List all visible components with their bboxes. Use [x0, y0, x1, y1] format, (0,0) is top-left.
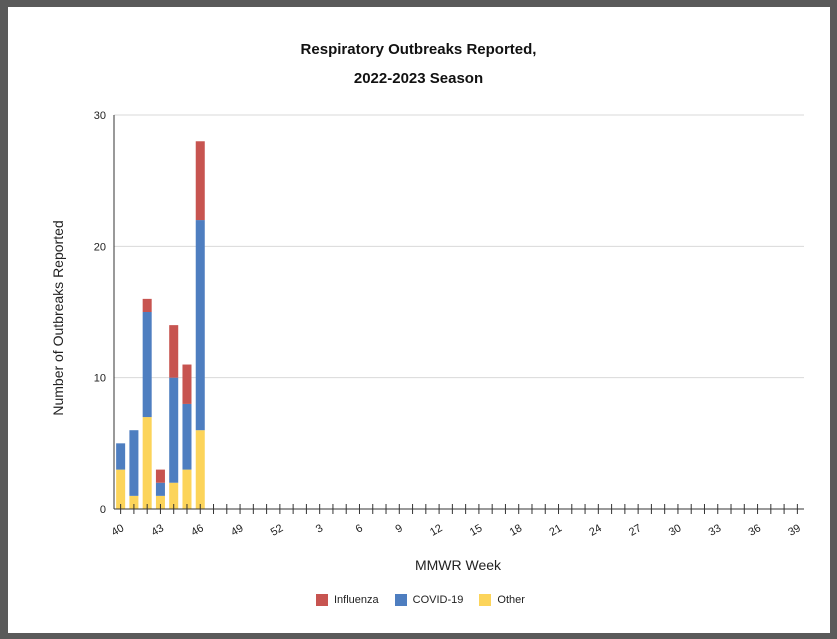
legend-swatch [394, 594, 407, 606]
y-tick-label: 10 [94, 373, 106, 385]
x-tick-label: 43 [149, 522, 166, 539]
x-tick-label: 9 [393, 522, 404, 535]
bar-segment-influenza [155, 469, 165, 483]
bar-segment-covid-19 [129, 430, 139, 496]
bar-segment-other [155, 495, 165, 509]
x-tick-label: 52 [269, 522, 286, 539]
bar-segment-covid-19 [155, 482, 165, 496]
bar-segment-influenza [169, 325, 179, 378]
chart-legend: Influenza COVID-19 Other [316, 594, 535, 606]
legend-label: COVID-19 [412, 594, 464, 606]
bar-segment-other [195, 430, 205, 509]
y-tick-label: 30 [94, 110, 106, 122]
bar-segment-influenza [195, 141, 205, 221]
bar-segment-covid-19 [182, 403, 192, 470]
bar-segment-covid-19 [195, 220, 205, 431]
legend-label: Other [497, 594, 525, 606]
x-tick-label: 27 [627, 522, 644, 539]
x-tick-label: 18 [508, 522, 525, 539]
x-tick-label: 33 [707, 522, 724, 539]
legend-item-other[interactable]: Other [479, 594, 525, 606]
legend-label: Influenza [334, 594, 379, 606]
legend-item-influenza[interactable]: Influenza [316, 594, 379, 606]
bar-segment-other [116, 469, 126, 509]
bar-segment-other [142, 417, 152, 509]
x-tick-label: 24 [587, 522, 604, 539]
bar-segment-covid-19 [116, 443, 126, 470]
x-tick-label: 30 [667, 522, 684, 539]
x-tick-label: 6 [354, 522, 365, 535]
bar-segment-covid-19 [142, 312, 152, 418]
bar-segment-other [169, 482, 179, 509]
legend-item-covid-19[interactable]: COVID-19 [394, 594, 464, 606]
legend-swatch [316, 594, 328, 606]
x-tick-label: 21 [547, 522, 564, 539]
bar-segment-covid-19 [169, 377, 179, 483]
bar-segment-other [129, 495, 139, 509]
x-tick-label: 12 [428, 522, 445, 539]
bar-segment-other [182, 469, 192, 509]
bar-segment-influenza [182, 364, 192, 404]
y-axis-label: Number of Outbreaks Reported [50, 220, 66, 415]
x-tick-label: 36 [746, 522, 763, 539]
y-tick-label: 0 [100, 504, 106, 516]
x-tick-label: 39 [786, 522, 803, 539]
x-tick-label: 15 [468, 522, 485, 539]
x-axis-label: MMWR Week [415, 557, 502, 573]
chart-title-line2: 2022-2023 Season [353, 70, 484, 87]
bar-segment-influenza [142, 298, 152, 312]
x-tick-label: 40 [110, 522, 127, 539]
x-tick-label: 46 [189, 522, 206, 539]
x-tick-label: 3 [314, 522, 325, 535]
x-tick-label: 49 [229, 522, 246, 539]
chart-title-line1: Respiratory Outbreaks Reported, [300, 41, 537, 58]
y-tick-label: 20 [94, 241, 106, 253]
legend-swatch [479, 594, 492, 606]
